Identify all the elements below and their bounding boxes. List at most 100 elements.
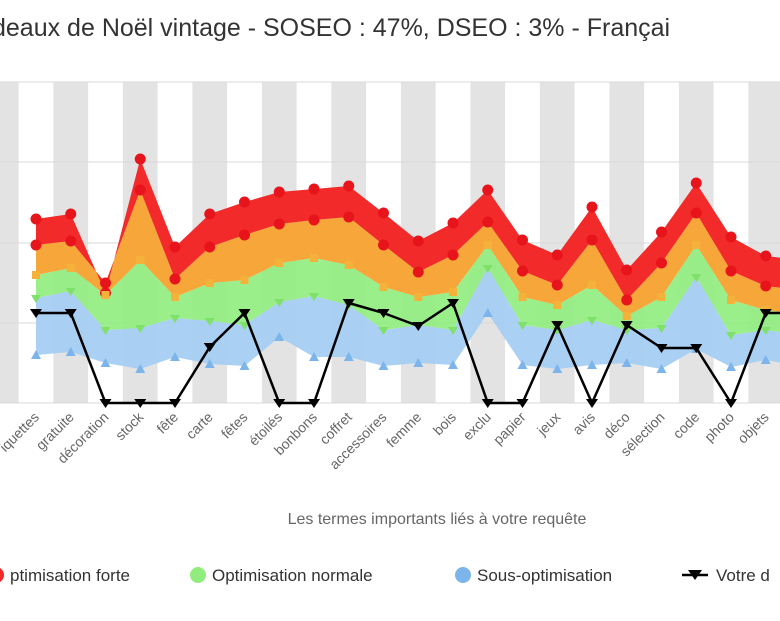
marker-orange bbox=[171, 293, 179, 301]
marker-red-top bbox=[273, 186, 285, 198]
marker-red-top bbox=[308, 183, 320, 195]
x-tick-label: code bbox=[670, 409, 703, 442]
votre-point bbox=[30, 309, 42, 318]
marker-orange bbox=[344, 261, 353, 269]
marker-red-top bbox=[551, 249, 563, 261]
chart-title: deaux de Noël vintage - SOSEO : 47%, DSE… bbox=[0, 14, 670, 42]
marker-green bbox=[656, 325, 667, 333]
x-tick-label: photo bbox=[701, 409, 737, 445]
marker-green bbox=[378, 327, 389, 335]
marker-red-bottom bbox=[412, 266, 424, 278]
legend-swatch-marker bbox=[688, 570, 702, 580]
marker-blue bbox=[239, 361, 250, 370]
x-tick-label: iquettes bbox=[0, 409, 42, 455]
band-markers bbox=[30, 153, 772, 373]
marker-red-top bbox=[656, 226, 667, 238]
marker-orange bbox=[483, 241, 492, 249]
marker-red-bottom bbox=[204, 241, 216, 253]
marker-green bbox=[204, 318, 215, 326]
marker-red-bottom bbox=[447, 249, 459, 261]
marker-blue bbox=[621, 358, 632, 367]
votre-point bbox=[620, 321, 633, 330]
marker-blue bbox=[204, 359, 215, 368]
marker-red-top bbox=[378, 207, 389, 219]
marker-blue bbox=[135, 364, 146, 373]
votre-point bbox=[725, 399, 737, 408]
x-tick-label: carte bbox=[183, 409, 216, 442]
marker-red-bottom bbox=[760, 280, 772, 292]
votre-point bbox=[447, 299, 459, 308]
votre-point bbox=[412, 322, 425, 331]
marker-orange bbox=[449, 288, 457, 296]
votre-point bbox=[134, 399, 147, 408]
marker-orange bbox=[553, 301, 562, 309]
marker-blue bbox=[31, 350, 41, 359]
marker-green bbox=[691, 274, 702, 282]
votre-point bbox=[377, 309, 390, 318]
band-sous-optimisation bbox=[36, 268, 780, 369]
votre-point bbox=[238, 309, 251, 318]
marker-red-top bbox=[586, 201, 598, 213]
marker-blue bbox=[170, 352, 180, 361]
marker-orange bbox=[622, 312, 631, 320]
marker-red-top bbox=[690, 177, 702, 189]
marker-orange bbox=[588, 281, 596, 289]
marker-red-top bbox=[30, 213, 42, 225]
legend: ptimisation forte Optimisation normale Sou… bbox=[0, 566, 770, 585]
votre-point bbox=[586, 399, 598, 408]
votre-line-series bbox=[30, 299, 780, 408]
votre-point bbox=[342, 299, 355, 308]
votre-point bbox=[481, 399, 494, 408]
marker-red-bottom bbox=[378, 239, 389, 251]
x-tick-label: avis bbox=[569, 409, 598, 438]
marker-red-top bbox=[204, 208, 216, 220]
votre-point bbox=[551, 321, 564, 330]
x-tick-label: fête bbox=[153, 409, 181, 437]
marker-blue bbox=[760, 355, 771, 364]
marker-orange bbox=[657, 293, 666, 301]
marker-orange bbox=[275, 259, 284, 267]
marker-green bbox=[760, 327, 771, 335]
marker-green bbox=[274, 299, 285, 307]
legend-swatch bbox=[455, 567, 471, 583]
legend-label: Sous-optimisation bbox=[477, 566, 612, 585]
votre-point bbox=[99, 399, 112, 408]
marker-red-bottom bbox=[725, 265, 737, 277]
votre-point bbox=[169, 399, 181, 408]
marker-green bbox=[448, 327, 458, 335]
marker-red-bottom bbox=[690, 207, 702, 219]
x-tick-label: exclu bbox=[459, 409, 493, 443]
votre-point bbox=[759, 309, 772, 318]
marker-green bbox=[587, 317, 597, 325]
marker-orange bbox=[692, 241, 701, 249]
marker-blue bbox=[482, 308, 493, 317]
marker-orange bbox=[136, 256, 145, 264]
marker-green bbox=[65, 288, 76, 296]
marker-orange bbox=[101, 291, 110, 299]
x-tick-label: jeux bbox=[533, 409, 563, 439]
marker-red-top bbox=[760, 250, 772, 262]
marker-orange bbox=[414, 293, 423, 301]
marker-red-bottom bbox=[169, 273, 181, 285]
marker-blue bbox=[65, 347, 76, 356]
marker-green bbox=[726, 332, 736, 340]
marker-blue bbox=[309, 352, 319, 361]
marker-red-bottom bbox=[65, 235, 77, 247]
x-tick-label: stock bbox=[112, 408, 147, 443]
marker-orange bbox=[518, 293, 527, 301]
marker-blue bbox=[343, 352, 354, 361]
marker-red-bottom bbox=[100, 277, 111, 289]
votre-point bbox=[203, 343, 216, 352]
marker-red-top bbox=[517, 234, 528, 246]
marker-red-top bbox=[447, 217, 459, 229]
marker-red-bottom bbox=[517, 265, 528, 277]
marker-green bbox=[170, 315, 180, 323]
marker-orange bbox=[240, 276, 249, 284]
marker-red-bottom bbox=[586, 234, 598, 246]
marker-orange bbox=[66, 264, 75, 272]
votre-point bbox=[64, 309, 77, 318]
legend-swatch bbox=[190, 567, 206, 583]
marker-blue bbox=[413, 358, 424, 367]
